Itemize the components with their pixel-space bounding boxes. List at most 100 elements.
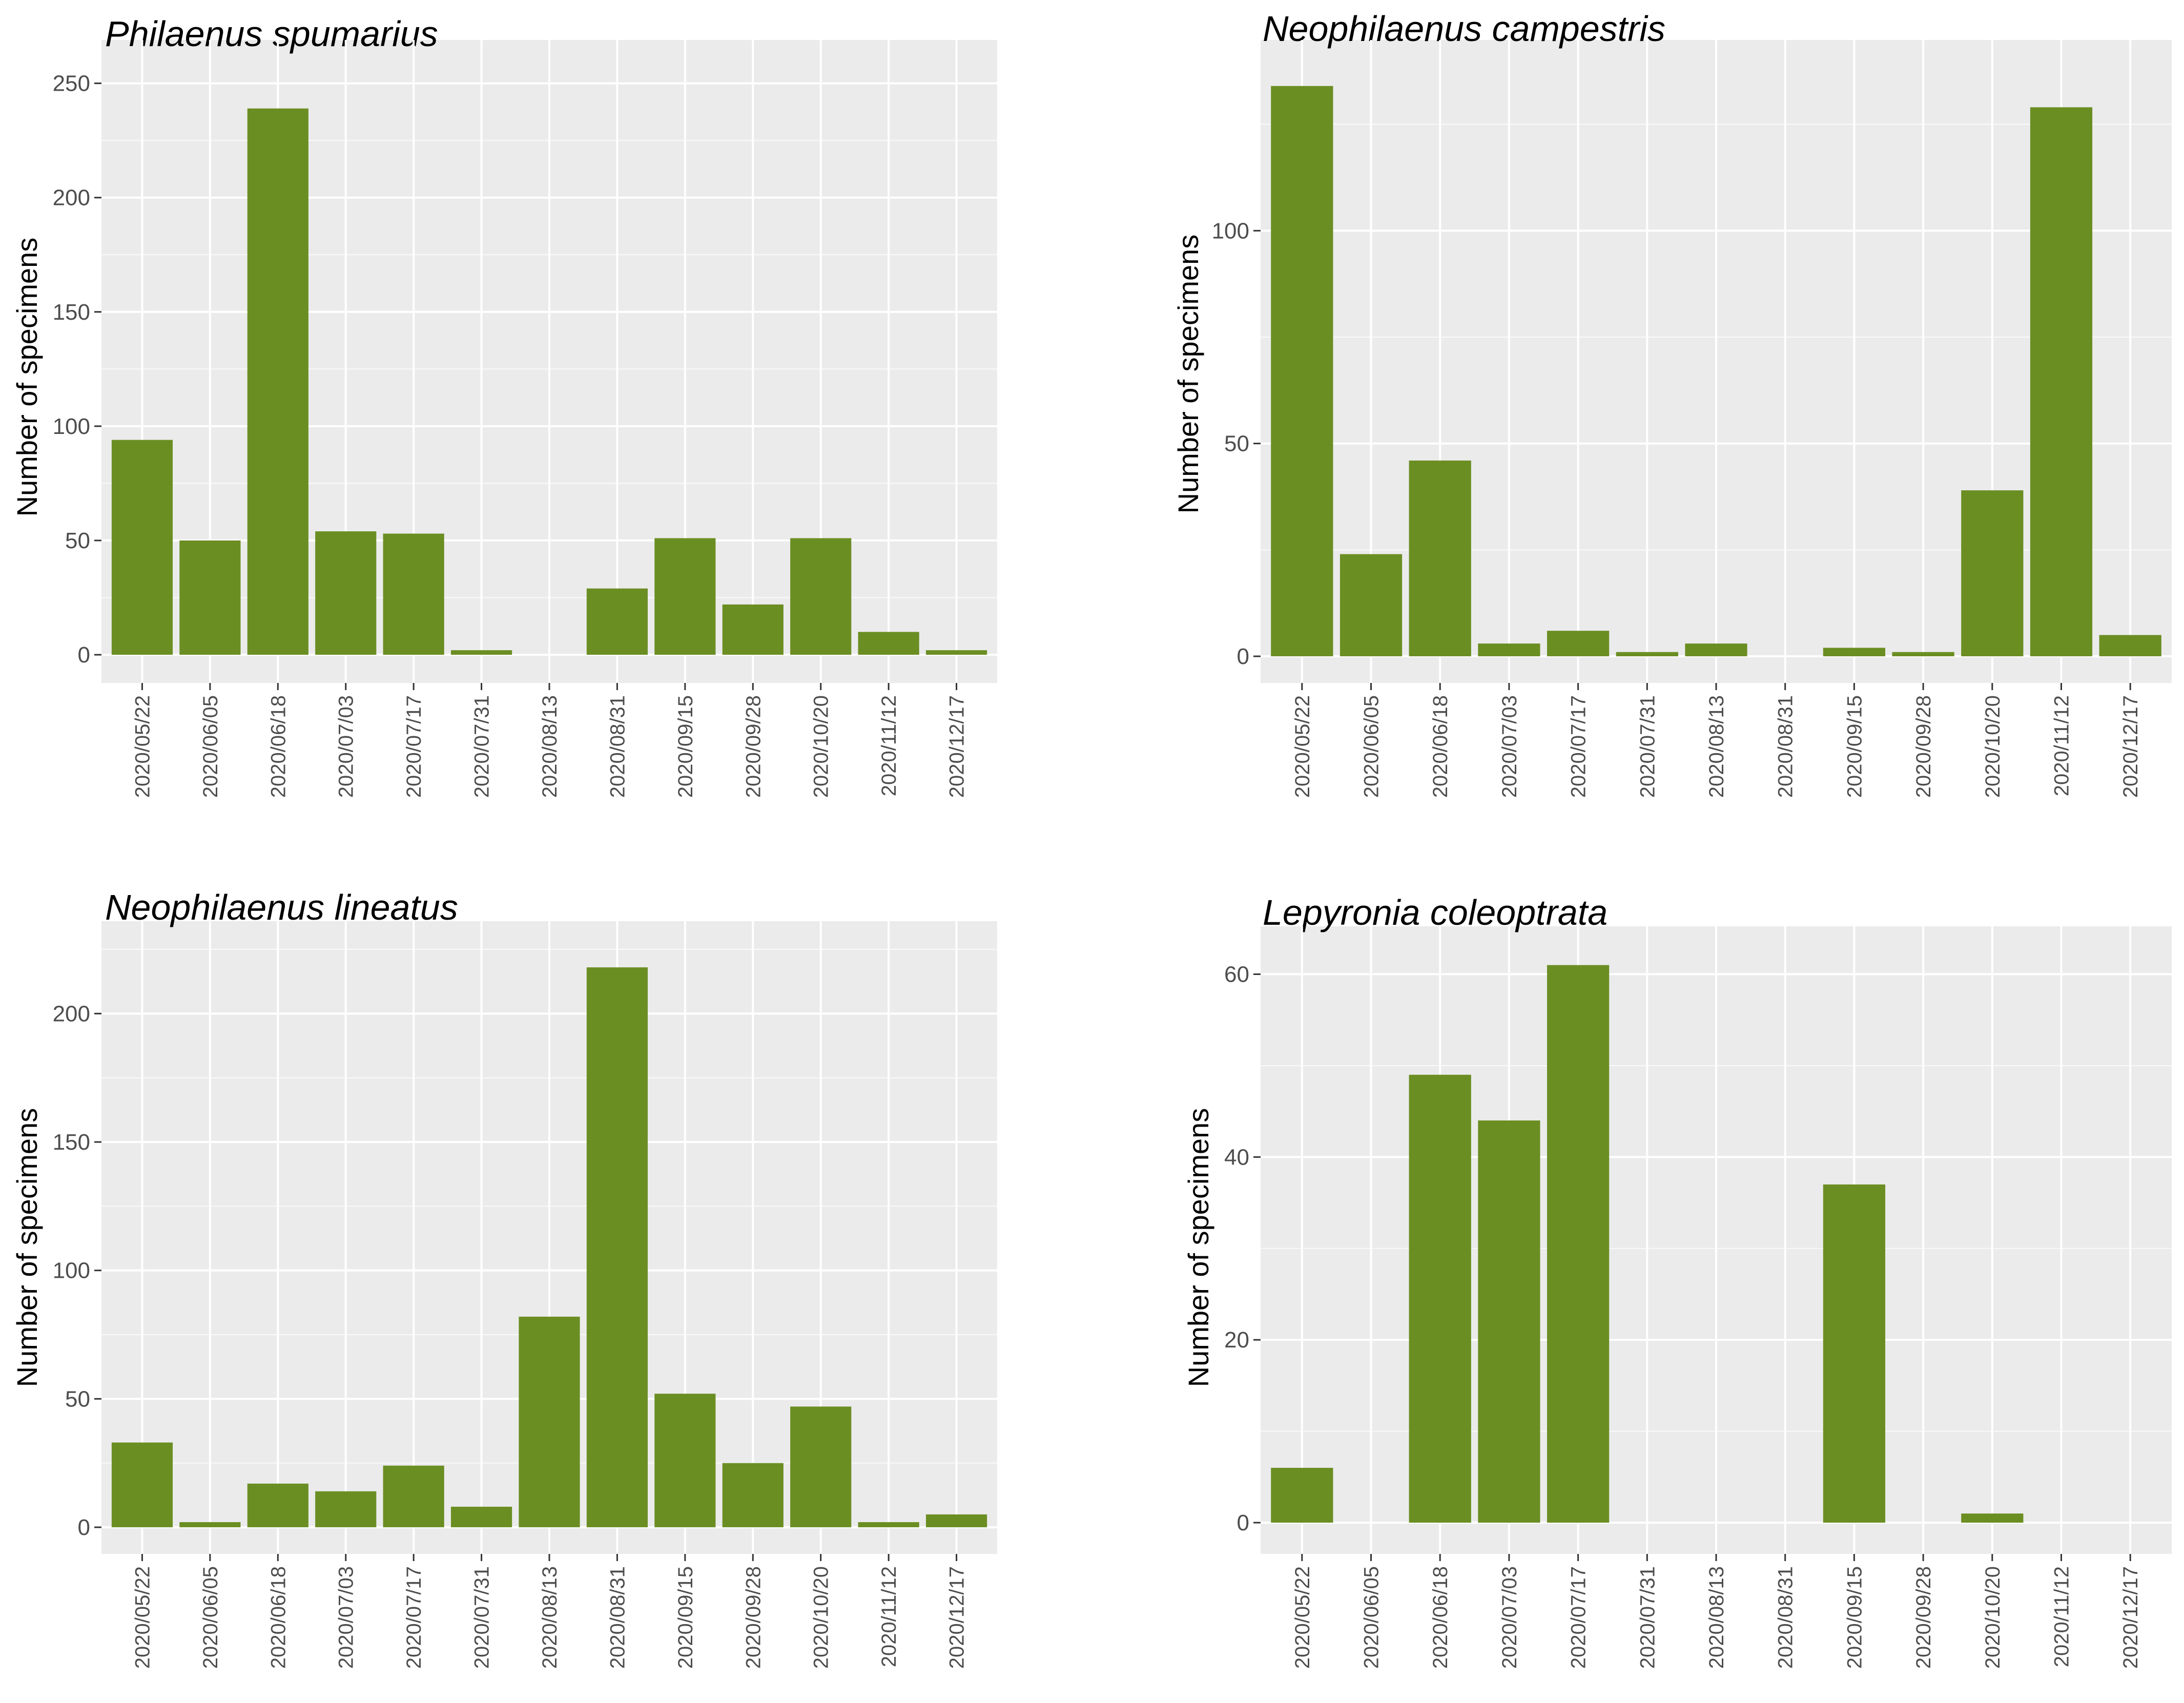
y-tick-label: 50	[65, 528, 90, 553]
x-tick-label: 2020/10/20	[1982, 695, 2004, 798]
x-tick-label: 2020/06/18	[267, 695, 290, 798]
x-tick-label: 2020/11/12	[2050, 695, 2073, 796]
chart-philaenus-spumarius: Philaenus spumarius Number of specimens …	[11, 14, 997, 798]
x-tick-label: 2020/12/17	[946, 695, 969, 798]
y-axis-label: Number of specimens	[1182, 1108, 1214, 1387]
y-tick-label: 150	[53, 1130, 90, 1155]
x-tick-label: 2020/08/13	[539, 1566, 561, 1669]
chart-lepyronia-coleoptrata: Lepyronia coleoptrata Number of specimen…	[1182, 892, 2172, 1669]
x-tick-label: 2020/05/22	[1291, 1566, 1314, 1669]
x-tick-label: 2020/12/17	[2119, 695, 2142, 798]
x-tick-label: 2020/09/15	[1843, 1566, 1866, 1669]
chart-neophilaenus-campestris: Neophilaenus campestris Number of specim…	[1172, 9, 2172, 798]
bar-2020-07-31	[450, 1506, 512, 1527]
x-tick-label: 2020/07/17	[1568, 1566, 1590, 1669]
bar-2020-05-22	[111, 440, 173, 655]
x-tick-label: 2020/09/15	[674, 1566, 697, 1669]
x-tick-label: 2020/09/28	[1912, 1566, 1935, 1669]
y-axis-label: Number of specimens	[11, 238, 43, 517]
bar-2020-10-20	[790, 1406, 852, 1527]
bar-2020-07-03	[1478, 643, 1540, 656]
bar-2020-11-12	[2030, 107, 2093, 657]
x-tick-label: 2020/07/31	[1636, 695, 1659, 798]
chart-title: Philaenus spumarius	[105, 14, 438, 54]
y-tick-label: 200	[53, 1001, 90, 1026]
x-tick-label: 2020/06/05	[1361, 695, 1383, 798]
x-tick-label: 2020/06/18	[1429, 695, 1452, 798]
y-axis-label: Number of specimens	[11, 1108, 43, 1387]
y-tick-label: 200	[53, 185, 90, 211]
bar-2020-09-15	[654, 538, 716, 655]
bar-2020-11-12	[858, 632, 919, 655]
x-tick-label: 2020/10/20	[1982, 1566, 2004, 1669]
y-tick-label: 60	[1224, 962, 1249, 987]
x-tick-label: 2020/07/31	[471, 1566, 493, 1669]
x-tick-label: 2020/06/05	[1361, 1566, 1383, 1669]
bar-2020-06-05	[179, 540, 241, 655]
chart-title: Lepyronia coleoptrata	[1263, 892, 1608, 932]
bar-2020-07-03	[315, 1491, 377, 1527]
y-tick-label: 50	[65, 1386, 90, 1411]
x-tick-label: 2020/11/12	[878, 1566, 900, 1667]
bar-2020-08-13	[1685, 643, 1747, 656]
bar-2020-09-28	[722, 1463, 784, 1527]
bar-2020-09-28	[722, 604, 784, 655]
x-tick-label: 2020/09/28	[1912, 695, 1935, 798]
y-tick-label: 50	[1224, 431, 1249, 456]
x-tick-label: 2020/08/31	[1775, 695, 1797, 798]
bar-2020-06-18	[1409, 1074, 1471, 1523]
x-tick-label: 2020/05/22	[131, 1566, 154, 1669]
bar-2020-07-17	[1547, 631, 1610, 656]
bar-2020-09-15	[1823, 1184, 1886, 1523]
bar-2020-08-13	[519, 1316, 580, 1527]
x-tick-label: 2020/09/15	[674, 695, 697, 798]
x-tick-label: 2020/09/28	[742, 1566, 765, 1669]
x-tick-label: 2020/06/05	[199, 1566, 222, 1669]
bar-2020-07-17	[383, 1465, 444, 1527]
chart-title: Neophilaenus lineatus	[105, 887, 458, 927]
x-tick-label: 2020/10/20	[810, 695, 833, 798]
x-tick-label: 2020/11/12	[2050, 1566, 2073, 1667]
chart-title: Neophilaenus campestris	[1263, 9, 1665, 49]
y-axis-label: Number of specimens	[1172, 235, 1204, 514]
y-tick-label: 0	[1237, 644, 1249, 669]
bar-2020-07-17	[1547, 965, 1610, 1523]
bar-2020-05-22	[1271, 1467, 1333, 1523]
x-tick-label: 2020/07/03	[1498, 1566, 1521, 1669]
bar-2020-12-17	[925, 650, 987, 655]
bar-2020-07-31	[450, 650, 512, 655]
y-tick-label: 20	[1224, 1327, 1249, 1353]
bar-2020-10-20	[1961, 490, 2024, 656]
x-tick-label: 2020/07/03	[335, 1566, 358, 1669]
y-tick-label: 0	[78, 642, 90, 668]
x-tick-label: 2020/08/13	[1705, 695, 1728, 798]
x-tick-label: 2020/07/03	[335, 695, 358, 798]
bar-2020-07-03	[315, 531, 377, 655]
x-tick-label: 2020/07/17	[403, 695, 425, 798]
y-tick-label: 100	[53, 1258, 90, 1283]
bar-2020-05-22	[1271, 86, 1333, 656]
x-tick-label: 2020/06/18	[1429, 1566, 1452, 1669]
y-tick-label: 40	[1224, 1145, 1249, 1170]
bar-2020-07-31	[1616, 652, 1678, 656]
y-tick-label: 150	[53, 300, 90, 325]
x-tick-label: 2020/06/05	[199, 695, 222, 798]
bar-2020-06-05	[179, 1522, 241, 1527]
chart-neophilaenus-lineatus: Neophilaenus lineatus Number of specimen…	[11, 887, 997, 1669]
bar-2020-09-28	[1892, 652, 1954, 656]
x-tick-label: 2020/09/28	[742, 695, 765, 798]
x-tick-label: 2020/07/17	[1568, 695, 1590, 798]
x-tick-label: 2020/07/03	[1498, 695, 1521, 798]
bar-2020-11-12	[858, 1522, 919, 1527]
bar-2020-07-03	[1478, 1120, 1540, 1523]
x-tick-label: 2020/09/15	[1843, 695, 1866, 798]
y-tick-label: 250	[53, 71, 90, 96]
x-tick-label: 2020/05/22	[131, 695, 154, 798]
x-tick-label: 2020/12/17	[946, 1566, 969, 1669]
x-tick-label: 2020/08/13	[539, 695, 561, 798]
y-tick-label: 100	[53, 414, 90, 439]
bar-2020-05-22	[111, 1442, 173, 1527]
x-tick-label: 2020/08/31	[1775, 1566, 1797, 1669]
x-tick-label: 2020/07/31	[471, 695, 493, 798]
bar-2020-10-20	[790, 538, 852, 655]
